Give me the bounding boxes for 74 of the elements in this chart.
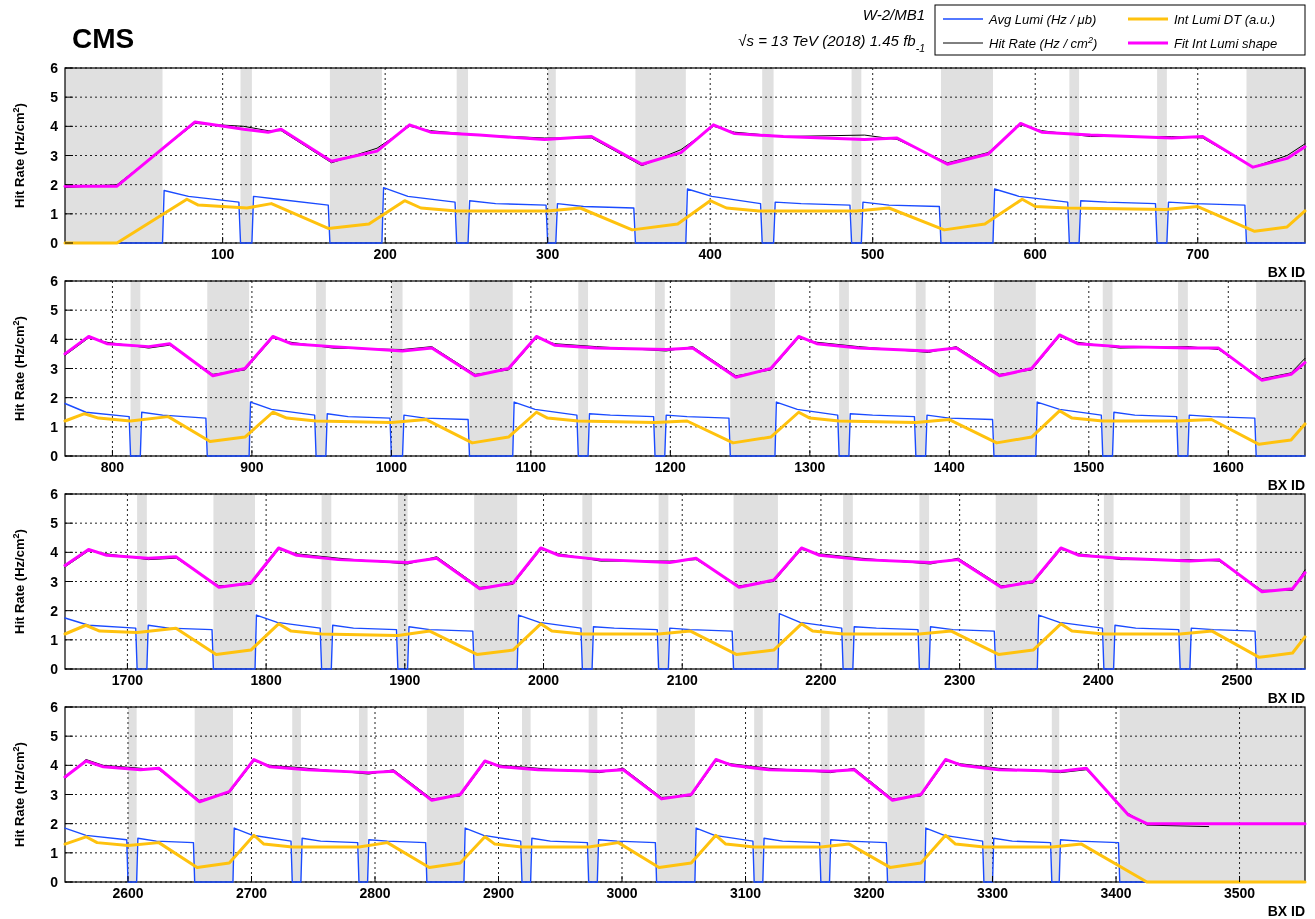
x-tick-label: 3000 xyxy=(606,885,638,901)
chart-title: CMS xyxy=(72,23,135,54)
y-tick-label: 0 xyxy=(50,448,59,464)
legend-label: Fit Int Lumi shape xyxy=(1174,36,1278,51)
x-tick-label: 3100 xyxy=(729,885,762,901)
x-tick-label: 600 xyxy=(1023,246,1048,262)
y-tick-label: 1 xyxy=(50,844,59,861)
x-tick-label: 2600 xyxy=(112,885,144,901)
x-tick-label: 2800 xyxy=(359,885,391,901)
x-tick-label: 3200 xyxy=(853,885,885,901)
x-tick-label: 400 xyxy=(698,246,723,262)
x-tick-label: 500 xyxy=(861,246,885,262)
x-tick-label: 3300 xyxy=(976,885,1009,901)
x-tick-label: 1500 xyxy=(1073,459,1105,475)
x-tick-label: 2100 xyxy=(666,672,699,688)
x-tick-label: 2200 xyxy=(805,672,837,688)
y-tick-label: 3 xyxy=(50,573,59,590)
x-tick-label: 2300 xyxy=(944,672,976,688)
y-tick-label: 1 xyxy=(50,418,59,435)
y-tick-label: 0 xyxy=(50,661,59,677)
x-tick-label: 3400 xyxy=(1100,885,1132,901)
x-axis-title: BX ID xyxy=(1267,903,1305,919)
x-tick-label: 1600 xyxy=(1212,459,1245,475)
legend-label: Hit Rate (Hz / cm$^{2}$) xyxy=(989,35,1098,51)
y-tick-label: 0 xyxy=(50,235,59,251)
x-axis-title: BX ID xyxy=(1267,477,1305,493)
x-tick-label: 2500 xyxy=(1221,672,1253,688)
y-tick-label: 1 xyxy=(50,631,59,648)
y-tick-label: 6 xyxy=(50,486,59,502)
x-tick-label: 800 xyxy=(100,459,125,475)
x-tick-label: 200 xyxy=(373,246,398,262)
x-tick-label: 2400 xyxy=(1082,672,1115,688)
y-tick-label: 6 xyxy=(50,273,59,289)
y-tick-label: 3 xyxy=(50,360,59,377)
y-tick-label: 2 xyxy=(50,389,59,406)
y-tick-label: 2 xyxy=(50,815,59,832)
y-tick-label: 6 xyxy=(50,699,59,715)
x-tick-label: 2700 xyxy=(235,885,268,901)
x-tick-label: 1700 xyxy=(111,672,144,688)
x-axis-title: BX ID xyxy=(1267,264,1305,280)
x-tick-label: 1200 xyxy=(654,459,687,475)
x-tick-label: 100 xyxy=(210,246,235,262)
x-tick-label: 1300 xyxy=(794,459,826,475)
y-tick-label: 6 xyxy=(50,60,59,76)
x-tick-label: 300 xyxy=(535,246,560,262)
text: √s = 13 TeV (2018) 1.45 fb$_{-1}$ xyxy=(738,32,925,54)
y-tick-label: 1 xyxy=(50,205,59,222)
y-tick-label: 4 xyxy=(50,757,59,774)
y-tick-label: 5 xyxy=(50,89,59,106)
x-tick-label: 700 xyxy=(1186,246,1210,262)
text: W-2/MB1 xyxy=(862,6,925,23)
y-tick-label: 2 xyxy=(50,176,59,193)
x-tick-label: 1400 xyxy=(933,459,966,475)
y-tick-label: 4 xyxy=(50,331,59,348)
x-tick-label: 900 xyxy=(240,459,264,475)
x-tick-label: 1900 xyxy=(389,672,421,688)
x-axis-title: BX ID xyxy=(1267,690,1305,706)
y-tick-label: 5 xyxy=(50,515,59,532)
x-tick-label: 1100 xyxy=(515,459,547,475)
y-tick-label: 4 xyxy=(50,544,59,561)
y-tick-label: 5 xyxy=(50,302,59,319)
y-tick-label: 3 xyxy=(50,147,59,164)
x-tick-label: 1000 xyxy=(375,459,408,475)
x-tick-label: 1800 xyxy=(250,672,282,688)
x-tick-label: 2000 xyxy=(527,672,560,688)
y-tick-label: 5 xyxy=(50,728,59,745)
y-tick-label: 4 xyxy=(50,118,59,135)
y-tick-label: 2 xyxy=(50,602,59,619)
legend-label: Avg Lumi (Hz / μb) xyxy=(988,12,1097,27)
y-tick-label: 0 xyxy=(50,874,59,890)
legend-label: Int Lumi DT (a.u.) xyxy=(1174,12,1276,27)
x-tick-label: 2900 xyxy=(482,885,515,901)
y-tick-label: 3 xyxy=(50,786,59,803)
x-tick-label: 3500 xyxy=(1223,885,1256,901)
